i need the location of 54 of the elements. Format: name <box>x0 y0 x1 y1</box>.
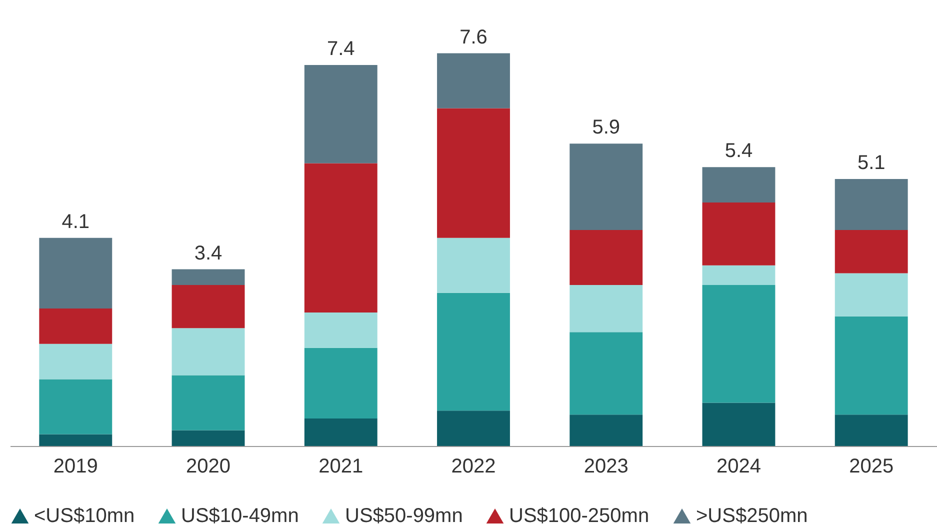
bar <box>437 292 510 411</box>
x-tick-label: 2025 <box>849 456 894 478</box>
bar <box>834 230 908 274</box>
legend-label: US$100-250mn <box>509 505 650 527</box>
bar <box>702 284 776 403</box>
bar <box>172 284 245 328</box>
x-tick-label: 2023 <box>584 456 628 478</box>
annotation: 4.1 <box>62 210 90 233</box>
bar <box>172 375 245 430</box>
bar <box>702 167 776 203</box>
bar <box>570 332 643 415</box>
bar <box>437 410 510 446</box>
bar <box>39 344 112 380</box>
legend-label: >US$250mn <box>696 505 808 527</box>
bar <box>834 316 908 415</box>
annotation: 7.4 <box>326 38 355 60</box>
x-tick-label: 2019 <box>53 456 98 478</box>
bar <box>570 414 643 446</box>
legend-label: <US$10mn <box>34 505 135 527</box>
bar <box>172 269 245 285</box>
bar <box>172 328 245 376</box>
bar <box>570 284 643 332</box>
bar <box>304 65 378 164</box>
bar <box>172 430 245 446</box>
x-tick-label: 2020 <box>186 456 231 478</box>
bar <box>834 273 908 316</box>
bar <box>437 238 510 293</box>
x-tick-label: 2021 <box>318 456 364 478</box>
bar <box>834 178 908 230</box>
bar <box>304 163 378 312</box>
x-tick-label: 2024 <box>716 456 761 478</box>
bar <box>304 418 378 446</box>
bar <box>570 144 643 230</box>
bar <box>304 312 378 348</box>
bar <box>437 108 510 238</box>
bar <box>39 434 112 446</box>
bar <box>437 53 510 108</box>
annotation: 5.1 <box>857 152 886 174</box>
annotation: 3.4 <box>194 242 222 264</box>
annotation: 7.6 <box>460 26 488 48</box>
bar <box>702 265 776 285</box>
x-tick-label: 2022 <box>451 456 496 478</box>
bar <box>570 230 643 285</box>
bar <box>702 402 776 446</box>
legend-label: US$10-49mn <box>181 505 299 527</box>
bar <box>304 348 378 419</box>
annotation: 5.4 <box>724 140 753 162</box>
bar <box>39 308 112 344</box>
legend-label: US$50-99mn <box>345 505 463 527</box>
bar <box>39 379 112 434</box>
annotation: 5.9 <box>592 116 620 139</box>
bar <box>702 202 776 266</box>
bar <box>834 414 908 446</box>
bar <box>39 238 112 309</box>
